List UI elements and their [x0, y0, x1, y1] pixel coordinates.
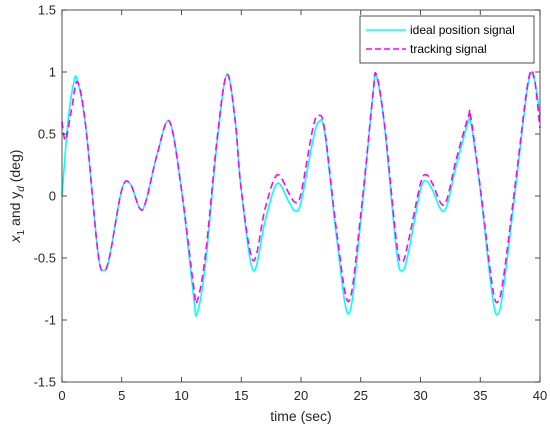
- y-axis-label-mid: and y: [7, 192, 23, 230]
- x-tick-label: 10: [174, 388, 188, 403]
- y-tick-label: 1: [49, 65, 56, 80]
- y-axis-label-x-sub: 1: [16, 229, 27, 235]
- x-tick-label: 0: [58, 388, 65, 403]
- legend-box: [359, 15, 535, 64]
- y-tick-label: -1.5: [34, 375, 56, 390]
- y-tick-label: 1.5: [38, 3, 56, 18]
- y-tick-label: 0: [49, 189, 56, 204]
- x-tick-label: 30: [413, 388, 427, 403]
- legend-label-ideal-position-signal: ideal position signal: [410, 23, 515, 37]
- y-tick-label: -0.5: [34, 251, 56, 266]
- x-tick-label: 15: [234, 388, 248, 403]
- y-axis-label-x: x: [7, 234, 23, 243]
- y-axis-label-y-sub: d: [16, 186, 27, 192]
- y-axis-label-unit: (deg): [7, 150, 23, 187]
- x-tick-label: 25: [354, 388, 368, 403]
- x-tick-label: 35: [473, 388, 487, 403]
- series-layer: [61, 69, 541, 317]
- ticks-layer: 0 5 10 15 20 25 30 35 40 -1.5 -1 -0.5 0 0.5 1 1.5: [34, 3, 548, 404]
- series-line-0: [61, 71, 541, 317]
- x-tick-label: 5: [118, 388, 125, 403]
- x-tick-label: 20: [294, 388, 308, 403]
- x-tick-label: 40: [533, 388, 547, 403]
- y-axis-label: x1 and yd (deg): [7, 150, 27, 244]
- x-axis-label: time (sec): [270, 408, 331, 424]
- y-tick-label: -1: [44, 313, 56, 328]
- y-tick-label: 0.5: [38, 127, 56, 142]
- legend: ideal position signal tracking signal: [359, 15, 535, 64]
- legend-label-tracking-signal: tracking signal: [410, 42, 487, 56]
